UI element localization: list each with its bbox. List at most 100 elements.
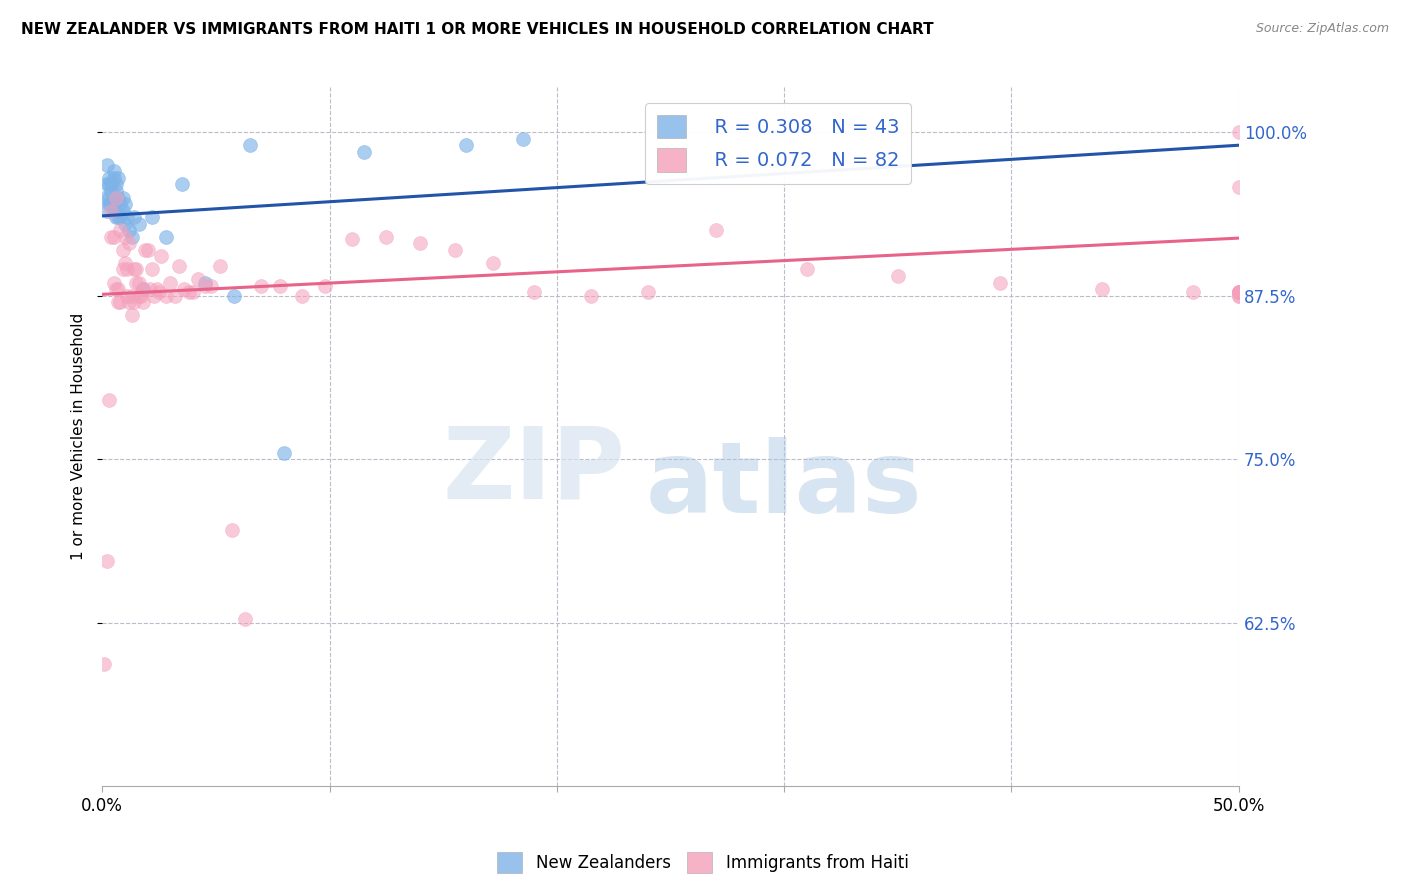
Point: [98, 197, 121, 211]
Point: [887, 268, 910, 283]
Point: [110, 210, 132, 224]
Point: [173, 282, 195, 296]
Point: [512, 131, 534, 145]
Point: [118, 223, 141, 237]
Point: [98, 178, 121, 192]
Point: [111, 203, 134, 218]
Point: [1227, 285, 1250, 299]
Point: [143, 288, 166, 302]
Point: [129, 288, 152, 302]
Point: [988, 276, 1011, 290]
Point: [1227, 288, 1250, 302]
Point: [93, 190, 115, 204]
Point: [193, 276, 215, 290]
Text: atlas: atlas: [645, 437, 922, 533]
Point: [128, 276, 150, 290]
Point: [96, 158, 118, 172]
Point: [134, 243, 156, 257]
Point: [110, 223, 132, 237]
Point: [122, 210, 145, 224]
Point: [98, 190, 121, 204]
Point: [136, 243, 159, 257]
Point: [159, 276, 181, 290]
Point: [107, 282, 129, 296]
Point: [128, 217, 150, 231]
Point: [187, 271, 209, 285]
Point: [104, 184, 127, 198]
Point: [114, 217, 136, 231]
Point: [115, 210, 138, 224]
Point: [103, 276, 125, 290]
Point: [150, 249, 173, 263]
Text: NEW ZEALANDER VS IMMIGRANTS FROM HAITI 1 OR MORE VEHICLES IN HOUSEHOLD CORRELATI: NEW ZEALANDER VS IMMIGRANTS FROM HAITI 1…: [21, 22, 934, 37]
Point: [250, 279, 273, 293]
Point: [100, 203, 122, 218]
Point: [103, 229, 125, 244]
Point: [107, 190, 129, 204]
Point: [103, 170, 125, 185]
Point: [103, 164, 125, 178]
Point: [132, 282, 155, 296]
Point: [454, 138, 477, 153]
Point: [1227, 125, 1250, 139]
Point: [121, 308, 143, 322]
Point: [342, 232, 364, 246]
Point: [221, 523, 243, 537]
Point: [1227, 285, 1250, 299]
Legend:   R = 0.308   N = 43,   R = 0.072   N = 82: R = 0.308 N = 43, R = 0.072 N = 82: [645, 103, 911, 184]
Point: [235, 612, 257, 626]
Point: [111, 262, 134, 277]
Point: [96, 203, 118, 218]
Point: [145, 282, 167, 296]
Point: [107, 170, 129, 185]
Point: [121, 229, 143, 244]
Point: [125, 276, 148, 290]
Point: [409, 236, 432, 251]
Point: [132, 295, 155, 310]
Point: [273, 445, 295, 459]
Point: [104, 190, 127, 204]
Point: [96, 554, 118, 568]
Point: [111, 243, 134, 257]
Point: [200, 279, 222, 293]
Point: [118, 295, 141, 310]
Text: ZIP: ZIP: [443, 423, 626, 520]
Point: [375, 229, 398, 244]
Point: [1227, 285, 1250, 299]
Point: [110, 295, 132, 310]
Point: [100, 184, 122, 198]
Point: [1182, 285, 1205, 299]
Point: [100, 229, 122, 244]
Point: [222, 288, 245, 302]
Point: [115, 262, 138, 277]
Point: [314, 279, 336, 293]
Point: [209, 259, 232, 273]
Point: [104, 178, 127, 192]
Point: [637, 285, 659, 299]
Point: [114, 197, 136, 211]
Point: [1227, 285, 1250, 299]
Point: [132, 282, 155, 296]
Point: [128, 288, 150, 302]
Point: [193, 279, 215, 293]
Point: [100, 197, 122, 211]
Y-axis label: 1 or more Vehicles in Household: 1 or more Vehicles in Household: [72, 312, 86, 560]
Point: [170, 178, 193, 192]
Text: Source: ZipAtlas.com: Source: ZipAtlas.com: [1256, 22, 1389, 36]
Point: [100, 178, 122, 192]
Point: [104, 282, 127, 296]
Point: [239, 138, 262, 153]
Point: [1227, 285, 1250, 299]
Point: [155, 229, 177, 244]
Point: [114, 229, 136, 244]
Point: [443, 243, 465, 257]
Point: [141, 210, 163, 224]
Point: [482, 256, 505, 270]
Point: [110, 197, 132, 211]
Point: [115, 288, 138, 302]
Point: [177, 285, 200, 299]
Legend: New Zealanders, Immigrants from Haiti: New Zealanders, Immigrants from Haiti: [491, 846, 915, 880]
Point: [1227, 288, 1250, 302]
Point: [114, 256, 136, 270]
Point: [269, 279, 291, 293]
